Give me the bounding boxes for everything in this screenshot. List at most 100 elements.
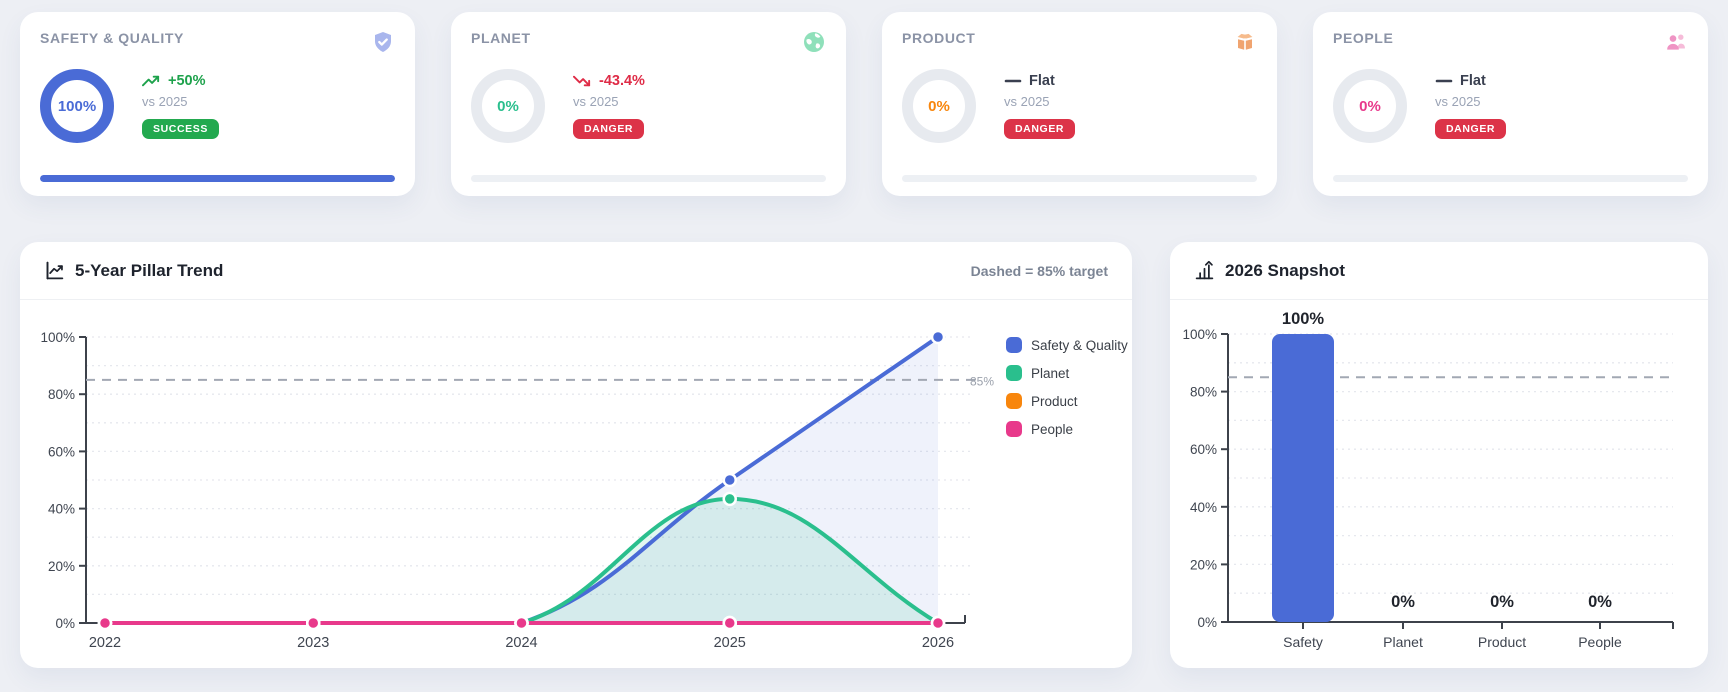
- y-tick-label: 0%: [55, 616, 75, 631]
- x-tick-label: Product: [1478, 634, 1526, 650]
- kpi-card-header: PRODUCT: [902, 30, 1257, 54]
- y-tick-label: 0%: [1197, 615, 1217, 630]
- snapshot-chart-card: 2026 Snapshot 0% 20% 40% 60% 80% 100% 100% Safe…: [1170, 242, 1708, 668]
- legend-label-planet: Planet: [1031, 366, 1070, 381]
- series-area-safety-quality: [105, 337, 938, 623]
- data-point-people: [514, 615, 529, 631]
- trend-chart-card: 5-Year Pillar Trend Dashed = 85% target …: [20, 242, 1132, 668]
- data-point-people: [930, 615, 946, 631]
- x-tick-label: 2023: [297, 635, 329, 651]
- target-line-label: 85%: [970, 374, 994, 388]
- progress-bar-track: [1333, 175, 1688, 182]
- snapshot-chart-title-text: 2026 Snapshot: [1225, 260, 1345, 280]
- x-tick-label: Safety: [1283, 634, 1323, 650]
- x-tick-label: 2026: [922, 635, 954, 651]
- progress-ring: 0%: [902, 69, 976, 143]
- package-icon: [1233, 30, 1257, 54]
- kpi-card-row: SAFETY & QUALITY 100% +50% vs 2025 SUCCE…: [0, 0, 1728, 196]
- x-tick-label: People: [1578, 634, 1622, 650]
- kpi-card-people: PEOPLE 0% Flat vs 2025 DANGER: [1313, 12, 1708, 196]
- delta-value: +50%: [168, 73, 206, 89]
- minus-icon: [1435, 75, 1453, 87]
- kpi-card-header: PLANET: [471, 30, 826, 54]
- bar-value-label: 100%: [1282, 310, 1325, 328]
- bar-safety: [1272, 334, 1334, 622]
- bar-chart-icon: [1194, 260, 1215, 281]
- y-tick-label: 80%: [48, 387, 75, 402]
- kpi-card-safety-quality: SAFETY & QUALITY 100% +50% vs 2025 SUCCE…: [20, 12, 415, 196]
- delta-row: -43.4%: [573, 73, 645, 89]
- bar-value-label: 0%: [1490, 593, 1514, 611]
- progress-bar-track: [902, 175, 1257, 182]
- kpi-meta: -43.4% vs 2025 DANGER: [573, 73, 645, 139]
- y-tick-label: 40%: [1190, 500, 1217, 515]
- kpi-card-product: PRODUCT 0% Flat vs 2025 DANGER: [882, 12, 1277, 196]
- vs-label: vs 2025: [142, 94, 188, 109]
- kpi-card-title: PEOPLE: [1333, 30, 1394, 46]
- y-tick-label: 60%: [1190, 442, 1217, 457]
- kpi-card-title: PRODUCT: [902, 30, 976, 46]
- y-tick-label: 40%: [48, 502, 75, 517]
- shield-check-icon: [371, 30, 395, 54]
- legend-label-safety-quality: Safety & Quality: [1031, 338, 1128, 353]
- y-tick-label: 80%: [1190, 385, 1217, 400]
- kpi-meta: +50% vs 2025 SUCCESS: [142, 73, 219, 139]
- progress-ring-value: 0%: [928, 97, 950, 115]
- trend-chart-header: 5-Year Pillar Trend Dashed = 85% target: [20, 242, 1132, 300]
- progress-ring-value: 0%: [1359, 97, 1381, 115]
- series-area-planet: [105, 498, 938, 623]
- x-tick-label: 2025: [714, 635, 746, 651]
- progress-bar-fill: [40, 175, 395, 182]
- snapshot-bar-chart: 0% 20% 40% 60% 80% 100% 100% Safety 0% Planet 0% Pr…: [1182, 310, 1674, 650]
- vs-label: vs 2025: [1435, 94, 1481, 109]
- kpi-card-body: 0% Flat vs 2025 DANGER: [902, 69, 1257, 143]
- bar-value-label: 0%: [1588, 593, 1612, 611]
- y-tick-label: 20%: [1190, 557, 1217, 572]
- status-badge: DANGER: [573, 119, 645, 139]
- kpi-card-header: SAFETY & QUALITY: [40, 30, 395, 54]
- kpi-card-planet: PLANET 0% -43.4% vs 2025 DANGER: [451, 12, 846, 196]
- legend-swatch-safety-quality: [1006, 337, 1022, 353]
- trend-chart-title: 5-Year Pillar Trend: [44, 260, 223, 281]
- data-point-people: [306, 615, 321, 631]
- kpi-meta: Flat vs 2025 DANGER: [1435, 73, 1507, 139]
- target-legend-note: Dashed = 85% target: [970, 262, 1108, 279]
- y-tick-label: 20%: [48, 559, 75, 574]
- data-point-people: [722, 615, 737, 631]
- kpi-card-body: 0% -43.4% vs 2025 DANGER: [471, 69, 826, 143]
- progress-ring-value: 100%: [57, 97, 97, 115]
- snapshot-chart-header: 2026 Snapshot: [1170, 242, 1708, 300]
- legend-label-product: Product: [1031, 394, 1078, 409]
- x-tick-label: 2022: [89, 635, 121, 651]
- delta-value: -43.4%: [599, 73, 645, 89]
- kpi-card-title: PLANET: [471, 30, 531, 46]
- y-tick-label: 100%: [40, 330, 75, 345]
- progress-ring: 100%: [40, 69, 114, 143]
- x-tick-label: 2024: [505, 635, 537, 651]
- progress-bar-track: [471, 175, 826, 182]
- progress-ring-value: 0%: [497, 97, 519, 115]
- kpi-card-body: 0% Flat vs 2025 DANGER: [1333, 69, 1688, 143]
- trending-up-icon: [142, 75, 161, 87]
- delta-row: Flat: [1435, 73, 1486, 89]
- data-point-people: [97, 615, 113, 631]
- line-chart-icon: [44, 260, 65, 281]
- status-badge: DANGER: [1004, 119, 1076, 139]
- progress-ring: 0%: [471, 69, 545, 143]
- progress-ring: 0%: [1333, 69, 1407, 143]
- vs-label: vs 2025: [573, 94, 619, 109]
- data-point-safety-quality: [722, 472, 737, 488]
- legend-swatch-people: [1006, 421, 1022, 437]
- data-point-planet: [722, 491, 737, 507]
- legend-label-people: People: [1031, 422, 1073, 437]
- delta-value: Flat: [1029, 73, 1055, 89]
- data-point-safety-quality: [930, 329, 946, 345]
- delta-value: Flat: [1460, 73, 1486, 89]
- kpi-card-title: SAFETY & QUALITY: [40, 30, 184, 46]
- status-badge: DANGER: [1435, 119, 1507, 139]
- status-badge: SUCCESS: [142, 119, 219, 139]
- progress-bar-track: [40, 175, 395, 182]
- trend-line-chart: 0% 20% 40% 60% 80% 100% 2022 2023 2024 2025 2026 85…: [40, 329, 1128, 651]
- x-tick-label: Planet: [1383, 634, 1423, 650]
- kpi-card-body: 100% +50% vs 2025 SUCCESS: [40, 69, 395, 143]
